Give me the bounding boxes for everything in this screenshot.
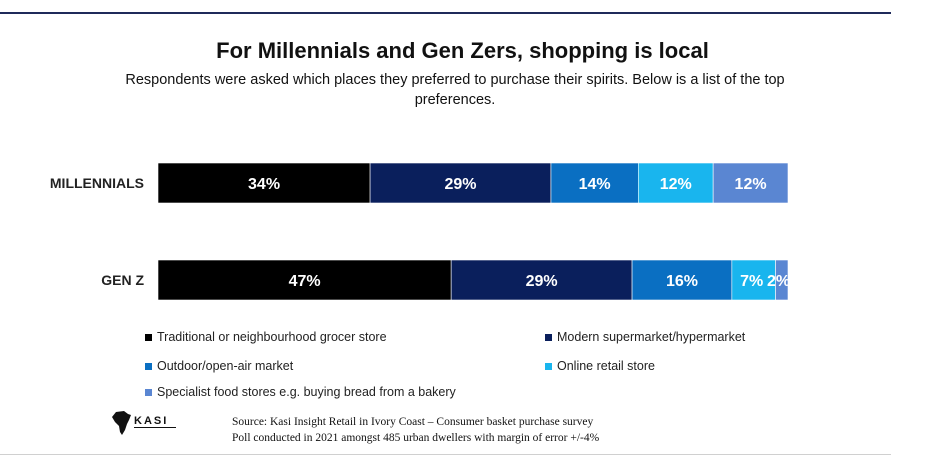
legend-swatch	[545, 333, 552, 341]
data-label: 34%	[248, 176, 280, 193]
bar-segment	[712, 162, 789, 204]
legend-swatch	[145, 388, 152, 396]
kasi-logo: KASI	[112, 411, 176, 435]
bar-segment	[450, 259, 633, 301]
legend-swatch	[545, 362, 552, 370]
bottom-rule	[0, 454, 891, 455]
category-label: MILLENNIALS	[50, 175, 144, 191]
data-label: 14%	[579, 176, 611, 193]
data-label: 7%	[740, 273, 763, 290]
legend-item: Specialist food stores e.g. buying bread…	[145, 385, 456, 399]
legend-item: Modern supermarket/hypermarket	[545, 330, 745, 344]
legend-label: Online retail store	[557, 359, 655, 373]
legend-label: Traditional or neighbourhood grocer stor…	[157, 330, 387, 344]
data-label: 29%	[526, 273, 558, 290]
category-label: GEN Z	[101, 272, 144, 288]
bar-segment	[369, 162, 552, 204]
bar-segment	[631, 259, 733, 301]
data-label: 16%	[666, 273, 698, 290]
logo-text: KASI	[134, 415, 168, 427]
legend-item: Outdoor/open-air market	[145, 359, 293, 373]
source-line-2: Poll conducted in 2021 amongst 485 urban…	[232, 432, 600, 444]
chart-subtitle: Respondents were asked which places they…	[125, 72, 785, 108]
legend-item: Traditional or neighbourhood grocer stor…	[145, 330, 387, 344]
chart-title: For Millennials and Gen Zers, shopping i…	[216, 38, 709, 63]
africa-map-icon	[112, 411, 131, 435]
bar-segment	[157, 259, 452, 301]
legend-label: Outdoor/open-air market	[157, 359, 294, 373]
top-rule	[0, 12, 891, 14]
bar-segment	[637, 162, 714, 204]
legend-label: Specialist food stores e.g. buying bread…	[157, 385, 456, 399]
source-note: Source: Kasi Insight Retail in Ivory Coa…	[232, 414, 599, 446]
data-label: 12%	[660, 176, 692, 193]
legend-item: Online retail store	[545, 359, 655, 373]
data-label: 47%	[289, 273, 321, 290]
data-label: 29%	[445, 176, 477, 193]
legend-swatch	[145, 333, 152, 341]
bar-segment	[775, 259, 789, 301]
bar-segment	[157, 162, 371, 204]
bar-segment	[550, 162, 639, 204]
source-line-1: Source: Kasi Insight Retail in Ivory Coa…	[232, 416, 594, 428]
legend-swatch	[145, 362, 152, 370]
data-label: 2%	[767, 273, 790, 290]
logo-underline	[134, 427, 176, 428]
stacked-bar-chart: MILLENNIALS 34% 29% 14% 12% 12% GEN Z 47% 29% 16%…	[50, 162, 790, 301]
legend-label: Modern supermarket/hypermarket	[557, 330, 746, 344]
bar-segment	[731, 259, 776, 301]
data-label: 12%	[735, 176, 767, 193]
